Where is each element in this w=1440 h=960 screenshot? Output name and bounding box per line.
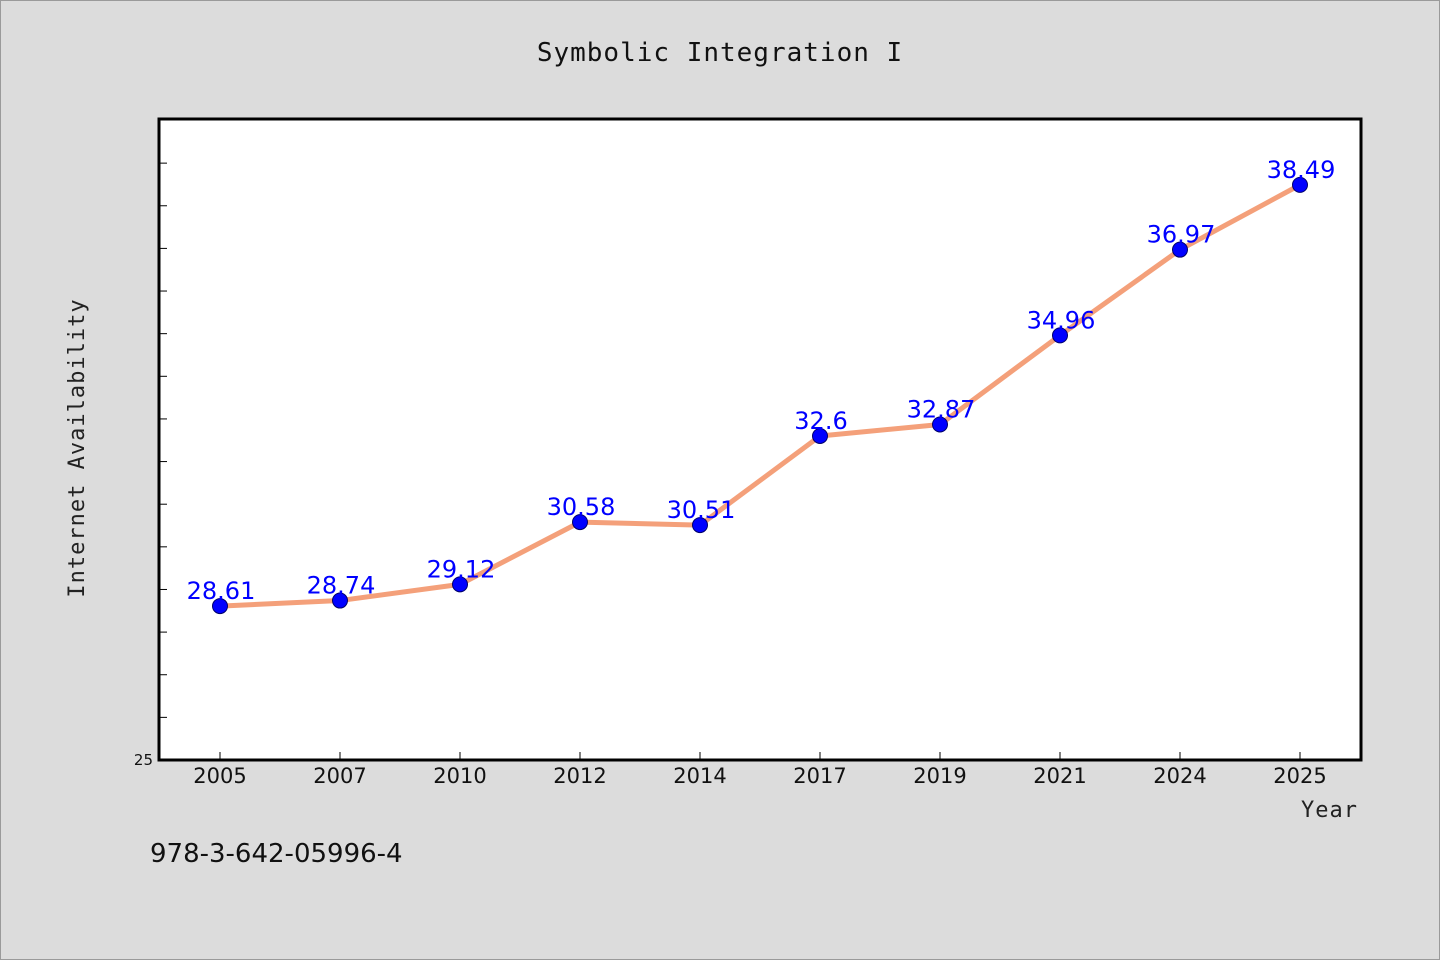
x-axis-title: Year <box>1301 798 1358 823</box>
data-point <box>1172 241 1188 258</box>
series-line-group <box>212 176 1308 615</box>
data-label: 34.96 <box>1027 306 1096 334</box>
x-tick-label: 2021 <box>1033 764 1086 788</box>
data-point <box>1292 176 1308 193</box>
x-tick-label: 2007 <box>313 764 366 788</box>
data-label: 28.61 <box>187 577 256 605</box>
data-label: 32.87 <box>907 395 976 423</box>
x-tick-label: 2014 <box>673 764 726 788</box>
data-point <box>1052 327 1068 344</box>
x-tick-label: 2024 <box>1153 764 1206 788</box>
plot-area <box>157 117 1363 762</box>
x-tick-label: 2019 <box>913 764 966 788</box>
x-tick-label: 2005 <box>193 764 246 788</box>
y-axis-title: Internet Availability <box>65 298 90 597</box>
data-point <box>932 416 948 433</box>
data-point <box>452 576 468 593</box>
data-label: 38.49 <box>1267 156 1336 184</box>
y-tick-label: 25 <box>134 751 153 769</box>
chart-title: Symbolic Integration I <box>537 38 903 68</box>
x-tick-label: 2010 <box>433 764 486 788</box>
data-label: 32.6 <box>794 407 847 435</box>
y-axis: 25 <box>134 162 167 769</box>
data-label: 36.97 <box>1147 221 1216 249</box>
data-label: 29.12 <box>427 555 496 583</box>
data-point <box>212 598 228 615</box>
data-label: 30.51 <box>667 496 736 524</box>
data-labels-group: 28.61 28.74 29.12 30.58 30.51 32.6 32.87 34.96 3… <box>187 156 1336 605</box>
series-line <box>217 182 1303 609</box>
data-label: 28.74 <box>307 572 376 600</box>
isbn-footer: 978-3-642-05996-4 <box>150 839 403 869</box>
x-tick-label: 2017 <box>793 764 846 788</box>
data-point <box>692 517 708 534</box>
x-tick-label: 2012 <box>553 764 606 788</box>
data-label: 30.58 <box>547 493 616 521</box>
data-point <box>332 592 348 609</box>
x-axis: 2005 2007 2010 2012 2014 2017 2019 2021 2024 2025 <box>193 752 1327 788</box>
data-point <box>572 514 588 531</box>
data-point <box>812 427 828 444</box>
x-tick-label: 2025 <box>1273 764 1326 788</box>
